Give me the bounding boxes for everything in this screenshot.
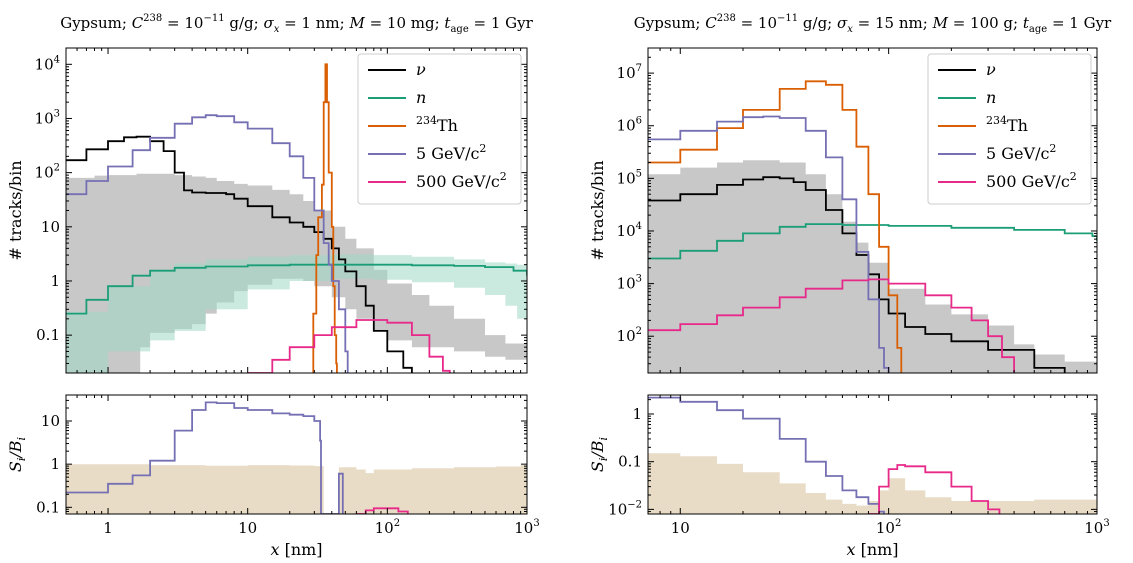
legend-label-dm500: 500 GeV/c2 [986,170,1077,191]
legend: νn 234Th 5 GeV/c2 500 GeV/c2 [357,53,522,205]
chart-panel-2: 10 102 103 102 103 104 105 106 107 10−2 0.1 1 # trac… [588,13,1112,559]
legend-label-dm5: 5 GeV/c2 [986,142,1056,163]
y-tick-label: 102 [617,326,642,345]
chart-title: Gypsum; C238 = 10−11 g/g; σx = 15 nm; M … [634,13,1112,35]
y-tick-label: 0.1 [36,326,60,344]
legend-label-dm5: 5 GeV/c2 [416,142,486,163]
ratio-y-axis-label: Si/Bi [588,437,610,472]
legend-label-n: n [986,88,996,107]
y-tick-label: 103 [617,274,642,293]
ratio-plot-area [66,401,527,514]
y-tick-label: 10 [41,218,60,236]
series-line-dm500 [247,319,451,373]
ratio-y-tick-label: 0.1 [618,453,642,471]
y-tick-label: 103 [35,108,60,127]
legend-label-th234: 234Th [416,114,458,135]
legend-box [357,53,522,205]
chart-panel-1: 1 10 102 103 0.1 1 10 102 103 104 0.1 1 10 # tracks/b… [6,13,540,559]
ratio-background-fill [66,464,527,514]
neutron-band [66,254,527,373]
series-line-dm500 [648,278,1015,373]
x-tick-label: 10 [238,519,257,537]
ratio-line-dm5 [66,401,344,514]
legend-box [927,53,1092,205]
ratio-background-fill [648,453,1097,514]
y-tick-label: 102 [35,163,60,182]
y-axis-label: # tracks/bin [6,160,25,260]
main-plot-area [66,63,527,373]
y-tick-label: 104 [617,221,642,240]
legend-label-dm500: 500 GeV/c2 [416,170,507,191]
main-axes-frame [647,47,1098,374]
legend-label-nu: ν [986,60,996,79]
x-axis-label: x [nm] [846,540,898,559]
ratio-y-axis-label: Si/Bi [6,437,28,472]
x-tick-label: 1 [103,519,113,537]
y-tick-label: 1 [50,272,60,290]
series-line-dm5 [648,115,890,373]
series-line-th234 [648,80,903,373]
ratio-y-tick-label: 1 [50,455,60,473]
series-line-n [648,223,1097,260]
y-tick-label: 106 [617,116,642,135]
ratio-y-tick-label: 0.1 [36,498,60,516]
ratio-y-tick-label: 10−2 [608,499,642,518]
main-plot-area [648,80,1097,373]
ratio-y-tick-label: 10 [41,412,60,430]
y-axis-label: # tracks/bin [588,160,607,260]
y-tick-label: 105 [617,168,642,187]
ratio-axes-frame [647,394,1098,515]
x-tick-label: 103 [514,518,539,537]
x-tick-label: 102 [375,518,400,537]
chart-title: Gypsum; C238 = 10−11 g/g; σx = 1 nm; M =… [60,13,533,35]
ratio-axes-frame [65,394,528,515]
legend-label-nu: ν [416,60,426,79]
x-tick-label: 102 [876,518,901,537]
legend-label-th234: 234Th [986,114,1028,135]
x-axis-label: x [nm] [270,540,322,559]
legend-label-n: n [416,88,426,107]
y-tick-label: 107 [617,63,642,82]
ratio-line-dm500 [868,464,1001,514]
x-tick-label: 10 [671,519,690,537]
x-tick-label: 103 [1084,518,1109,537]
series-line-n [66,263,527,315]
ratio-y-tick-label: 1 [632,405,642,423]
y-tick-label: 104 [35,54,60,73]
series-line-th234 [312,63,338,373]
ratio-plot-area [648,396,1097,514]
legend: νn 234Th 5 GeV/c2 500 GeV/c2 [927,53,1092,205]
ratio-line-dm5 [648,396,885,514]
series-line-dm5 [66,114,349,373]
